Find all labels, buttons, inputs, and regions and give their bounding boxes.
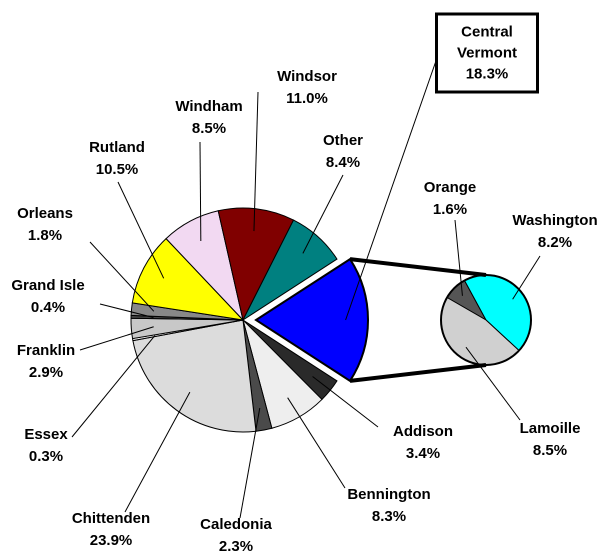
slice-label: Essex 0.3% [24, 424, 67, 468]
category-name: Windham [175, 98, 243, 115]
value-label: 10.5% [95, 161, 139, 178]
slice-label: Bennington 8.3% [347, 484, 430, 528]
slice-label: Rutland 10.5% [89, 137, 145, 181]
leader-line [465, 346, 521, 421]
leader-line [312, 376, 379, 428]
leader-line [345, 57, 438, 321]
value-label: 8.5% [191, 120, 227, 137]
category-name: Central Vermont [456, 23, 517, 62]
category-name: Chittenden [71, 510, 151, 527]
leader-line [117, 181, 165, 279]
leader-line [99, 303, 154, 318]
value-label: 18.3% [465, 65, 509, 83]
category-name: Washington [512, 212, 598, 229]
category-name: Orange [423, 179, 477, 196]
category-name: Essex [24, 426, 68, 443]
category-name: Windsor [277, 68, 337, 85]
value-label: 11.0% [286, 90, 328, 107]
slice-label: Caledonia 2.3% [200, 514, 272, 554]
category-name: Other [322, 132, 364, 149]
category-name: Franklin [16, 342, 76, 359]
category-name: Addison [393, 423, 453, 440]
leader-line [71, 335, 156, 438]
leader-line [239, 407, 261, 519]
leader-line [253, 91, 259, 232]
value-label: 8.3% [371, 508, 407, 525]
category-name: Orleans [17, 205, 73, 222]
leader-line [89, 241, 155, 312]
value-label: 1.6% [432, 201, 468, 218]
value-label: 1.8% [27, 227, 63, 244]
value-label: 8.2% [537, 234, 573, 251]
pie-slice [131, 237, 245, 321]
slice-label: Orleans 1.8% [17, 203, 73, 247]
connector-line [349, 363, 487, 383]
category-name: Lamoille [519, 420, 581, 437]
slice-label: Lamoille 8.5% [520, 418, 581, 462]
value-label: 3.4% [405, 445, 441, 462]
pie-slice [241, 219, 338, 322]
slice-label: Franklin 2.9% [17, 340, 75, 384]
category-name: Rutland [89, 139, 145, 156]
slice-label: Washington 8.2% [512, 210, 597, 254]
category-name: Grand Isle [11, 277, 85, 294]
category-name: Caledonia [200, 516, 272, 533]
slice-label: Other 8.4% [323, 130, 363, 174]
slice-label: Orange 1.6% [424, 177, 477, 221]
slice-label: Addison 3.4% [393, 421, 453, 465]
slice-label: Central Vermont 18.3% [435, 12, 539, 94]
leader-line [79, 326, 154, 351]
value-label: 0.4% [30, 299, 66, 316]
value-label: 8.5% [532, 442, 568, 459]
pie-slice [217, 207, 295, 322]
value-label: 23.9% [89, 532, 133, 549]
value-label: 8.4% [325, 154, 361, 171]
value-label: 2.9% [28, 364, 64, 381]
slice-label: Chittenden 23.9% [72, 508, 150, 552]
value-label: 2.3% [218, 538, 254, 554]
leader-line [302, 174, 344, 254]
leader-line [124, 391, 191, 513]
slice-label: Windsor 11.0% [277, 66, 337, 110]
leader-line [287, 397, 346, 489]
value-label: 0.3% [28, 448, 64, 465]
slice-label: Windham 8.5% [175, 96, 242, 140]
category-name: Bennington [347, 486, 431, 503]
connector-line [349, 257, 487, 277]
slice-label: Grand Isle 0.4% [11, 275, 84, 319]
leader-line [512, 255, 541, 300]
pie-slice [254, 257, 369, 383]
leader-line [199, 141, 202, 241]
leader-line [454, 219, 463, 296]
